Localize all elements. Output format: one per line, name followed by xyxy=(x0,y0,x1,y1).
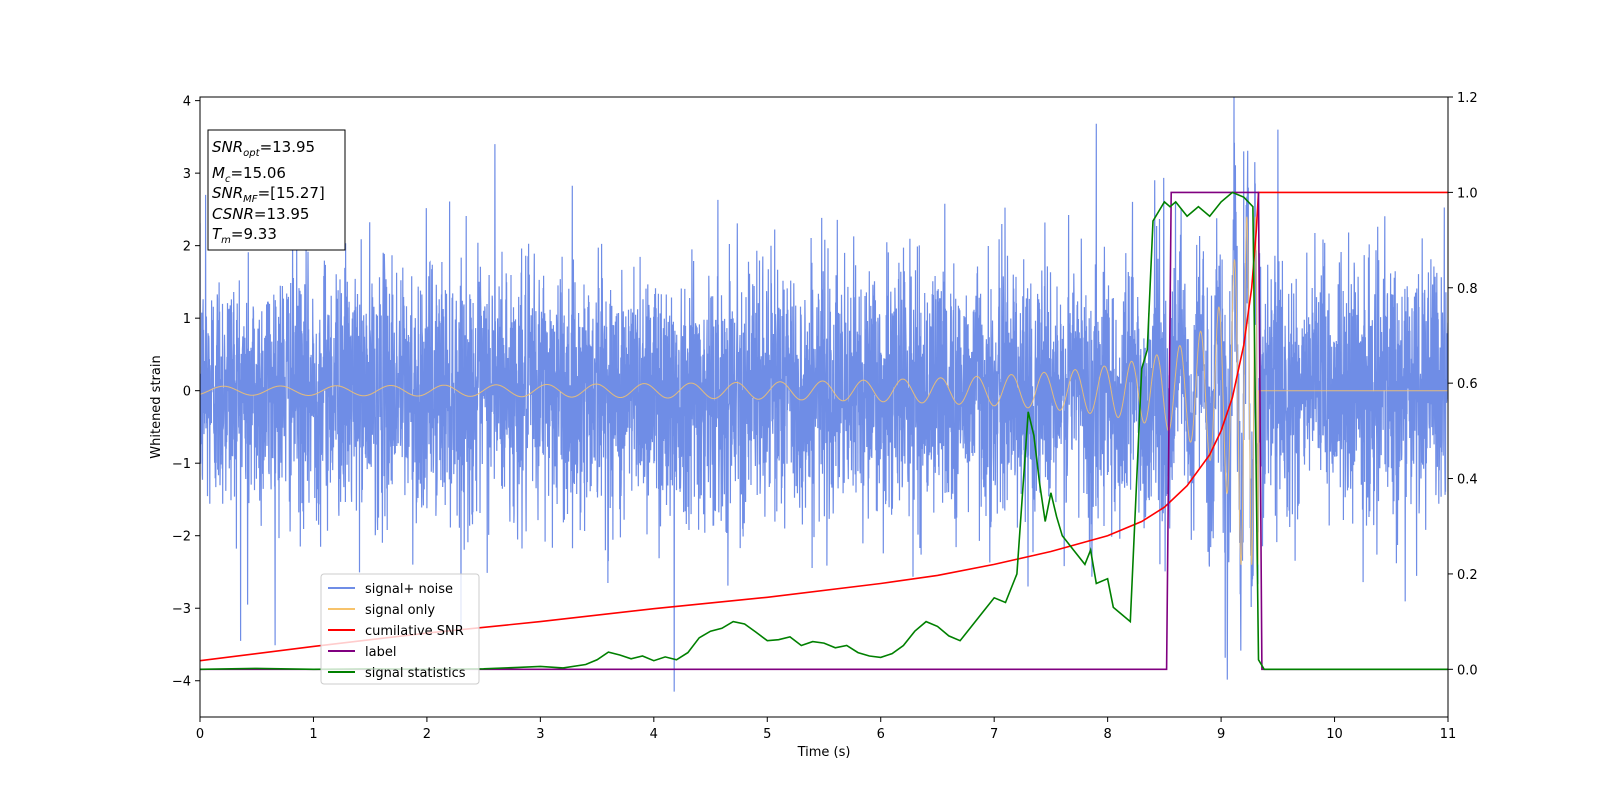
legend-frame xyxy=(320,573,480,685)
info-tm: Tm=9.33 xyxy=(212,225,277,246)
legend-label: cumilative SNR xyxy=(365,624,464,639)
y-tick-label: 3 xyxy=(183,167,191,182)
info-snr-mf: SNRMF=[15.27] xyxy=(212,184,325,205)
y-tick-label: −1 xyxy=(172,457,191,472)
plot-area xyxy=(200,97,1448,692)
legend-label: signal statistics xyxy=(365,666,466,681)
x-tick-label: 0 xyxy=(196,727,204,742)
x-tick-label: 2 xyxy=(423,727,431,742)
y2-tick-label: 0.2 xyxy=(1457,568,1478,583)
series-signal-statistics xyxy=(200,191,1448,671)
legend-label: signal+ noise xyxy=(365,582,453,597)
x-tick-label: 7 xyxy=(990,727,998,742)
legend: signal+ noise signal only cumilative SNR la… xyxy=(320,573,480,685)
x-axis-label: Time (s) xyxy=(797,745,851,760)
x-axis: 0 1 2 3 4 5 6 7 8 9 10 11 xyxy=(196,717,1456,742)
y-tick-label: −2 xyxy=(172,530,191,545)
y2-tick-label: 0.6 xyxy=(1457,377,1478,392)
info-snr-opt: SNRopt=13.95 xyxy=(212,138,315,159)
x-tick-label: 10 xyxy=(1326,727,1343,742)
legend-label: signal only xyxy=(365,603,435,618)
y-tick-label: −3 xyxy=(172,602,191,617)
y2-tick-label: 1.0 xyxy=(1457,186,1478,201)
series-signal-only xyxy=(200,216,1448,565)
y2-tick-label: 0.8 xyxy=(1457,282,1478,297)
y-tick-label: 1 xyxy=(183,312,191,327)
info-box-frame xyxy=(207,129,346,251)
y-tick-label: 0 xyxy=(183,385,191,400)
y-tick-label: −4 xyxy=(172,675,191,690)
y-axis-right: 1.2 1.0 0.8 0.6 0.4 0.2 0.0 xyxy=(1448,91,1478,678)
y-tick-label: 4 xyxy=(183,95,191,110)
y-tick-label: 2 xyxy=(183,240,191,255)
y2-tick-label: 1.2 xyxy=(1457,91,1478,106)
x-tick-label: 6 xyxy=(877,727,885,742)
x-tick-label: 11 xyxy=(1440,727,1457,742)
info-mc: Mc=15.06 xyxy=(212,164,286,185)
axes-frame xyxy=(199,96,1449,718)
info-box: SNRopt=13.95 Mc=15.06 SNRMF=[15.27] CSNR… xyxy=(207,129,346,251)
x-tick-label: 5 xyxy=(763,727,771,742)
y-axis-label: Whitened strain xyxy=(149,355,164,458)
x-tick-label: 8 xyxy=(1103,727,1111,742)
y2-tick-label: 0.4 xyxy=(1457,473,1478,488)
y2-tick-label: 0.0 xyxy=(1457,663,1478,678)
series-cumulative-snr xyxy=(200,191,1448,662)
x-tick-label: 3 xyxy=(536,727,544,742)
x-tick-label: 1 xyxy=(309,727,317,742)
legend-label: label xyxy=(365,645,396,660)
x-tick-label: 4 xyxy=(650,727,658,742)
x-tick-label: 9 xyxy=(1217,727,1225,742)
y-axis-left: 4 3 2 1 0 −1 −2 −3 −4 xyxy=(172,95,200,690)
info-csnr: CSNR=13.95 xyxy=(212,205,309,223)
